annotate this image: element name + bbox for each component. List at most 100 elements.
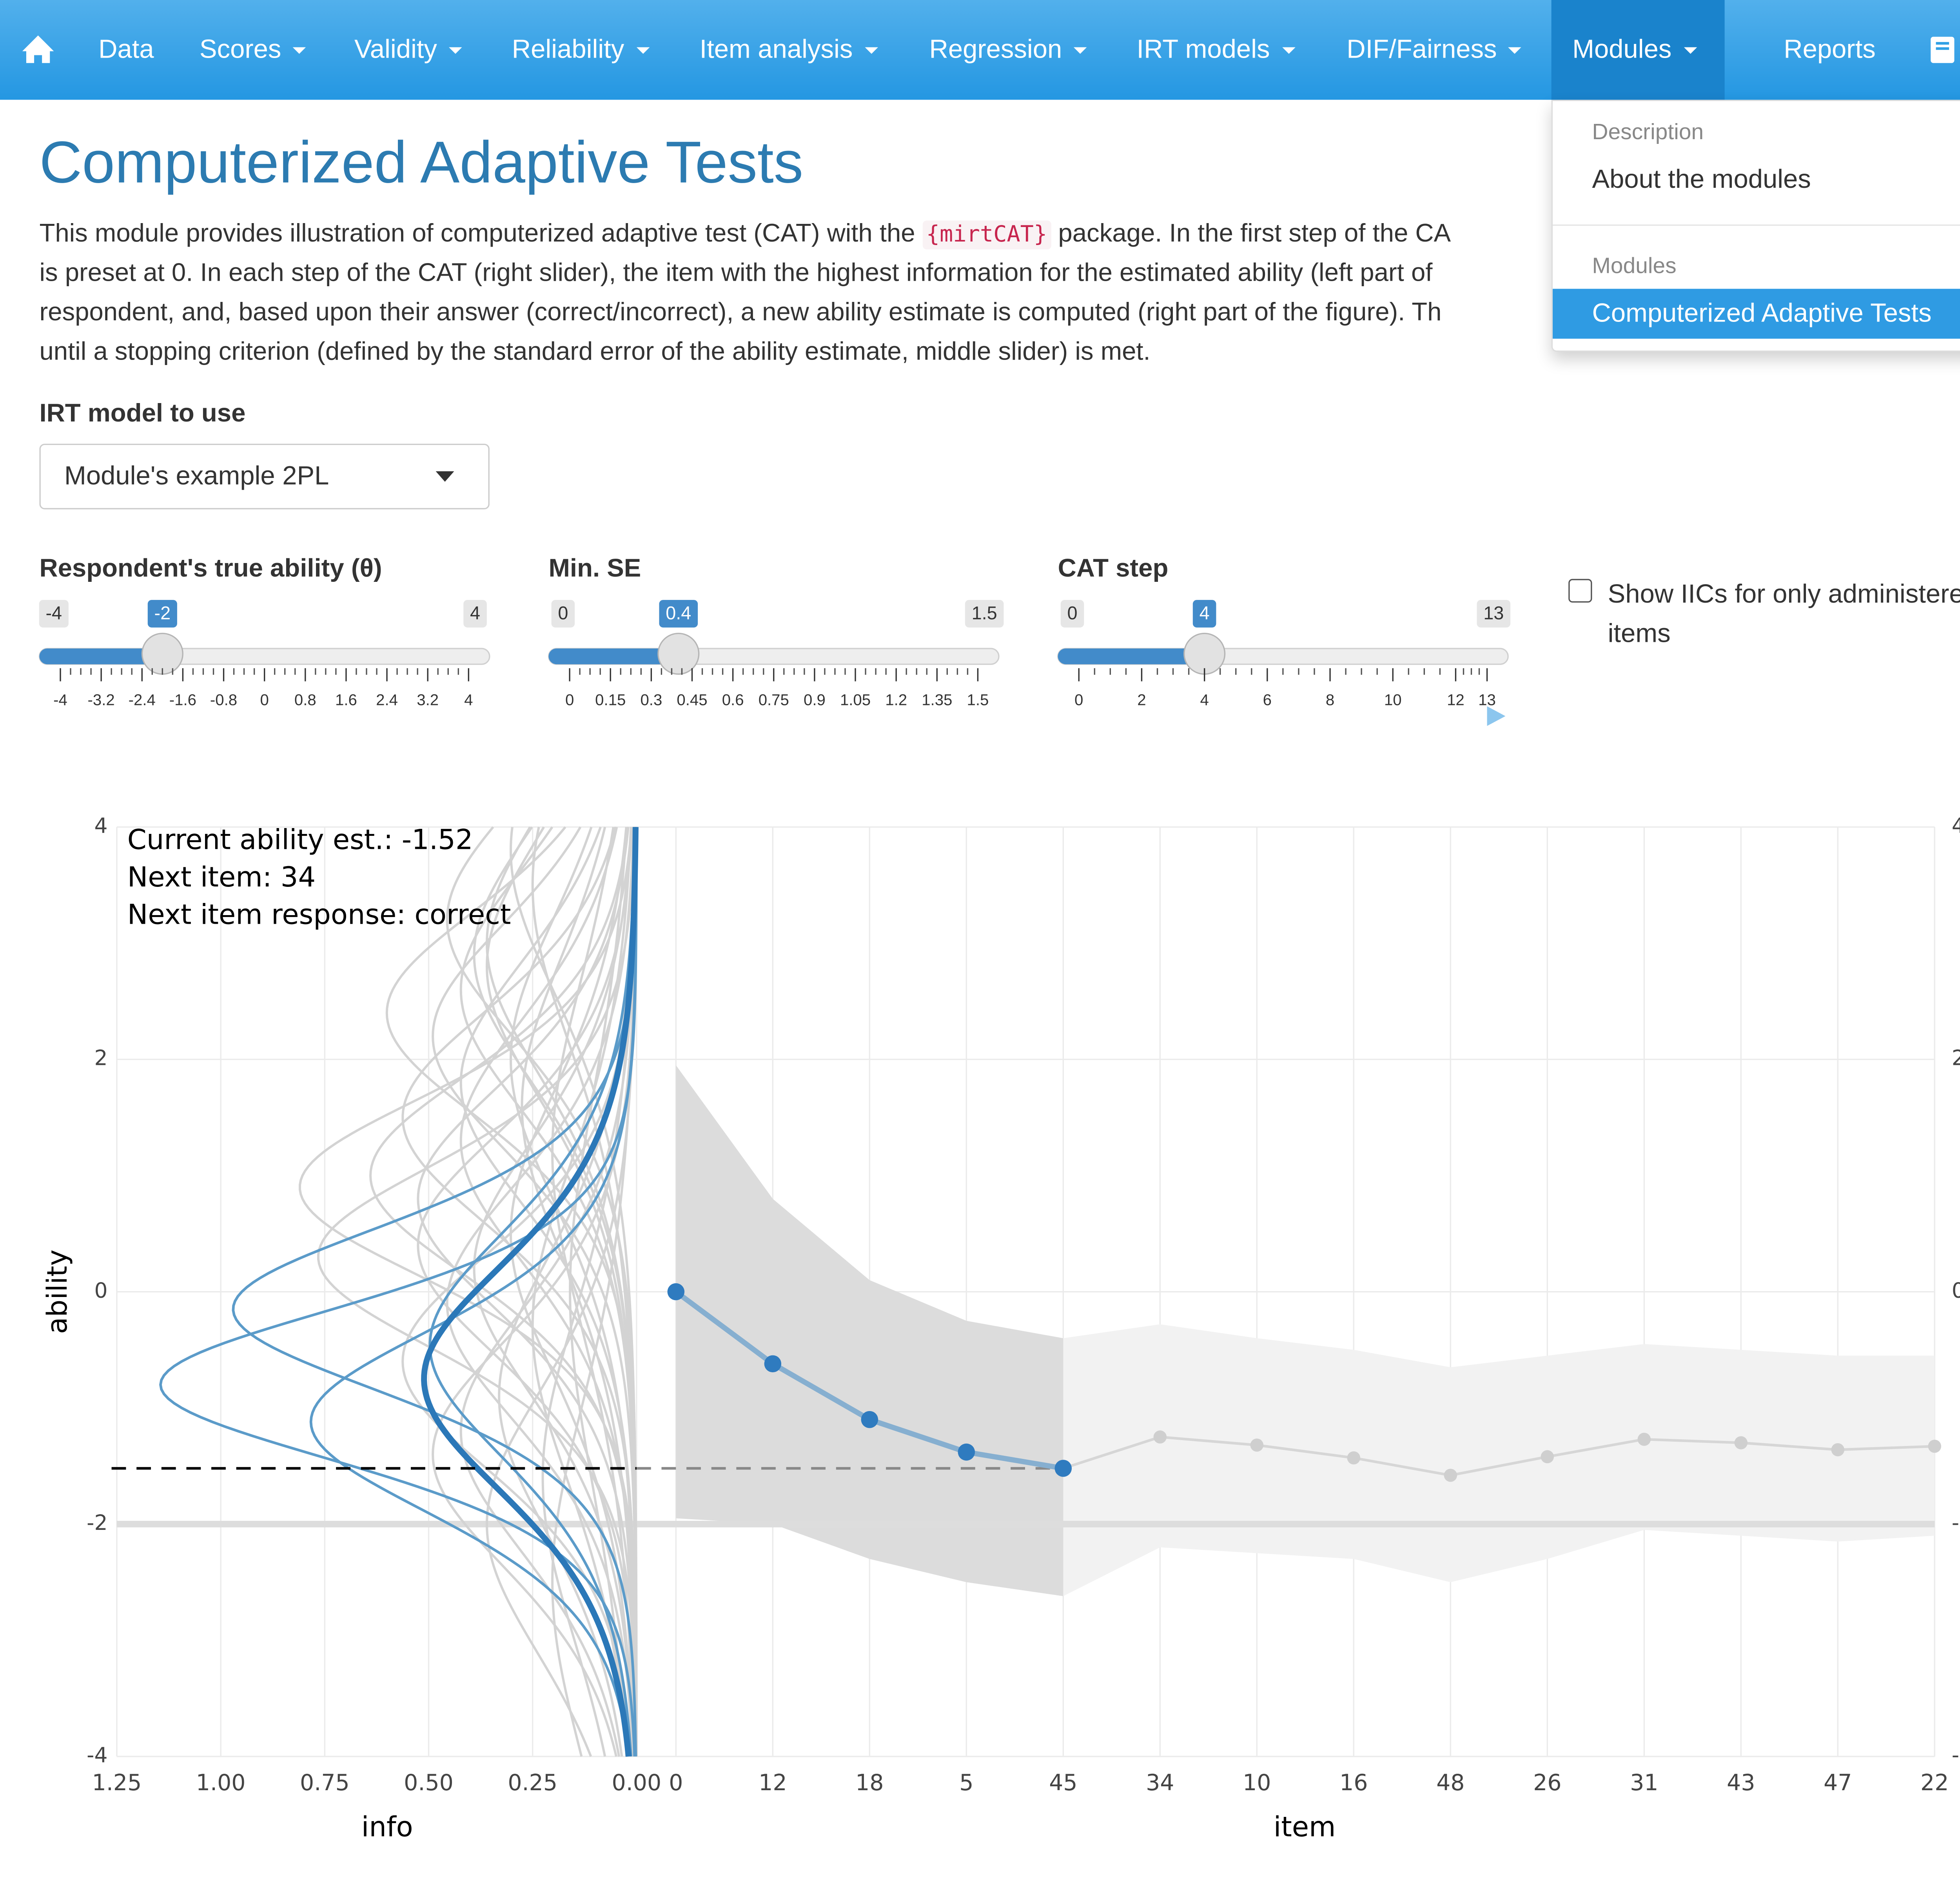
slider-min-bg bbox=[1060, 600, 1084, 628]
slider-tick-label: 4 bbox=[464, 691, 473, 709]
x-tick-label: 16 bbox=[1339, 1770, 1368, 1796]
dropdown-item-active[interactable]: Computerized Adaptive Tests bbox=[1552, 289, 1960, 339]
caret bbox=[1281, 47, 1295, 54]
slider-value-bg bbox=[1192, 600, 1216, 628]
nav-item[interactable]: IRT models bbox=[1137, 0, 1295, 100]
estimate-point bbox=[1637, 1433, 1651, 1446]
intro-line: is preset at 0. In each step of the CAT … bbox=[39, 258, 1433, 288]
iic-curve bbox=[569, 827, 628, 1757]
y2-tick-label: 2 bbox=[1952, 1046, 1960, 1070]
dropdown-menu: Description About the modules Modules Co… bbox=[1551, 100, 1960, 352]
iic-curve bbox=[317, 827, 637, 1757]
slider-tick-label: 0 bbox=[565, 691, 574, 709]
caret bbox=[1074, 47, 1087, 54]
y-tick-label: -2 bbox=[87, 1510, 107, 1535]
slider-handle bbox=[657, 632, 700, 675]
caret bbox=[636, 47, 650, 54]
nav-item[interactable]: Validity bbox=[354, 0, 462, 100]
estimate-point bbox=[1831, 1443, 1845, 1457]
x-tick-label: 26 bbox=[1533, 1770, 1561, 1796]
slider-tick-label: 0.45 bbox=[677, 691, 707, 709]
slider-tick-label: 0.6 bbox=[722, 691, 744, 709]
nav-item[interactable]: Reliability bbox=[512, 0, 650, 100]
y2-tick-label: 0 bbox=[1952, 1278, 1960, 1302]
estimate-point bbox=[764, 1355, 782, 1373]
checkbox-label: Show IICs for only administered items bbox=[1608, 580, 1960, 649]
slider-max: 1.5 bbox=[972, 603, 997, 623]
slider-value: 0.4 bbox=[666, 603, 691, 623]
slider-tick-label: 1.5 bbox=[967, 691, 989, 709]
caret bbox=[293, 47, 306, 54]
nav-item[interactable]: DIF/Fairness bbox=[1347, 0, 1522, 100]
y-tick-label: 4 bbox=[94, 813, 107, 838]
nav-item[interactable]: Modules bbox=[1572, 0, 1697, 100]
y2-tick-label: -4 bbox=[1952, 1743, 1960, 1767]
slider-max-bg bbox=[463, 600, 487, 628]
page-title: Computerized Adaptive Tests bbox=[39, 129, 804, 196]
slider-max-bg bbox=[965, 600, 1004, 628]
caret bbox=[1683, 47, 1697, 54]
nav-label: Scores bbox=[199, 35, 281, 65]
nav-icons bbox=[22, 35, 1955, 63]
nav-label: Reliability bbox=[512, 35, 624, 65]
x-tick-label: 48 bbox=[1436, 1770, 1465, 1796]
code: {mirtCAT} bbox=[922, 220, 1051, 250]
slider-fill bbox=[39, 648, 163, 665]
intro-line: until a stopping criterion (defined by t… bbox=[39, 337, 1151, 367]
slider-tick-label: -4 bbox=[53, 691, 67, 709]
dropdown-header: Description bbox=[1592, 119, 1704, 145]
iic-curve bbox=[309, 827, 638, 1757]
x-tick-label: 47 bbox=[1824, 1770, 1852, 1796]
home-icon[interactable] bbox=[22, 35, 54, 63]
x-tick-label: 1.00 bbox=[196, 1770, 246, 1796]
nav-label: Reports bbox=[1784, 35, 1876, 65]
slider-min-bg bbox=[39, 600, 69, 628]
intro-text: package. In the first step of the CA bbox=[1051, 219, 1451, 248]
se-band bbox=[676, 1065, 1063, 1596]
slider-tick-label: 0.3 bbox=[640, 691, 662, 709]
annotation: Next item response: correct bbox=[127, 899, 511, 931]
slider-min: 0 bbox=[1067, 603, 1077, 623]
iic-curve bbox=[510, 827, 638, 1757]
estimate-line bbox=[1063, 1435, 1935, 1477]
slider-tick-label: -3.2 bbox=[88, 691, 115, 709]
estimate-point bbox=[958, 1443, 975, 1461]
nav-label: IRT models bbox=[1136, 35, 1270, 65]
nav-item[interactable]: Regression bbox=[929, 0, 1087, 100]
iic-curve bbox=[446, 827, 635, 1757]
dropdown-item[interactable]: About the modules bbox=[1592, 165, 1811, 194]
slider-min: -4 bbox=[45, 603, 62, 623]
y-tick-label: 2 bbox=[94, 1046, 107, 1070]
divider bbox=[1552, 224, 1960, 226]
slider-min: 0 bbox=[558, 603, 568, 623]
iic-curve bbox=[421, 827, 639, 1757]
slider-tick-label: 2.4 bbox=[376, 691, 398, 709]
play-button[interactable] bbox=[1487, 706, 1506, 726]
slider-tick-label: 12 bbox=[1447, 691, 1465, 709]
checkbox-box[interactable] bbox=[1568, 579, 1592, 603]
nav-label: Validity bbox=[354, 35, 437, 65]
checkbox[interactable]: Show IICs for only administered items bbox=[1568, 575, 1960, 654]
estimate-point bbox=[861, 1411, 878, 1428]
x-tick-label: 31 bbox=[1630, 1770, 1658, 1796]
slider-value: -2 bbox=[154, 603, 171, 623]
slider-tick-label: 0 bbox=[1074, 691, 1083, 709]
nav-item[interactable]: Data bbox=[98, 0, 154, 100]
nav-item[interactable]: Item analysis bbox=[700, 0, 878, 100]
y-tick-label: 0 bbox=[94, 1278, 107, 1302]
slider-tick-label: 0 bbox=[260, 691, 269, 709]
estimate-point bbox=[1928, 1439, 1942, 1453]
intro-line: respondent, and, based upon their answer… bbox=[39, 298, 1442, 327]
estimate-point bbox=[1250, 1439, 1264, 1452]
estimate-point bbox=[1444, 1469, 1457, 1482]
x-tick-label: 10 bbox=[1243, 1770, 1271, 1796]
x-tick-label: 45 bbox=[1049, 1770, 1077, 1796]
slider-handle bbox=[1183, 632, 1226, 675]
estimate-point bbox=[1541, 1450, 1554, 1464]
nav-item[interactable]: Reports bbox=[1784, 0, 1875, 100]
nav-item[interactable]: Scores bbox=[200, 0, 306, 100]
slider-max-bg bbox=[1477, 600, 1511, 628]
model-select[interactable]: Module's example 2PL bbox=[39, 443, 490, 510]
